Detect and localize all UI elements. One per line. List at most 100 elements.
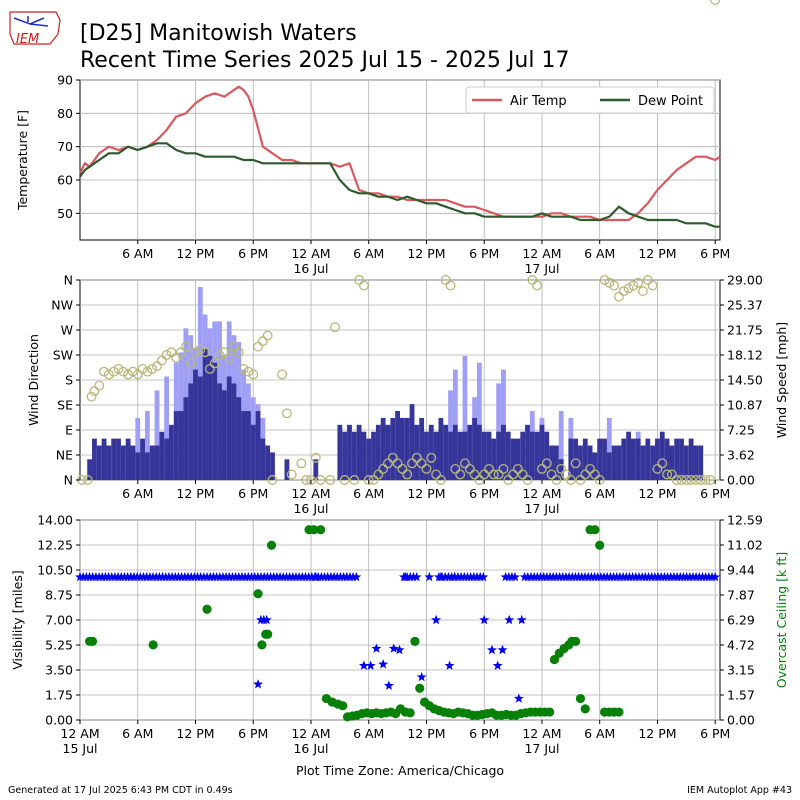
wind-direction-point <box>142 366 153 377</box>
x-tick-label: 6 PM <box>238 726 268 741</box>
wind-speed-bar <box>173 411 179 480</box>
visibility-star <box>513 693 524 703</box>
x-tick-label: 6 AM <box>584 486 615 501</box>
x-date-label: 17 Jul <box>524 261 559 276</box>
wind-speed-bar <box>688 438 694 480</box>
wind-speed-bar <box>616 445 622 480</box>
y-tick-label-right: 7.87 <box>727 588 755 603</box>
temp-plot <box>79 85 721 228</box>
ceiling-point <box>87 636 98 646</box>
y-tick-label: NE <box>56 448 73 463</box>
wind-direction-point <box>561 469 571 480</box>
visibility-star-band <box>478 571 489 582</box>
wind-direction-point <box>204 363 215 374</box>
wind-direction-point <box>589 469 600 480</box>
wind-direction-point <box>262 330 273 341</box>
y-tick-label: 50 <box>57 206 73 221</box>
visibility-star <box>424 571 435 582</box>
wind-direction-point <box>277 369 288 380</box>
wind-direction-point <box>695 475 706 485</box>
wind-direction-point <box>89 386 100 397</box>
y-tick-label-right: 3.15 <box>727 663 755 678</box>
wind-direction-point <box>623 283 634 294</box>
wind-direction-point <box>339 475 350 485</box>
visibility-star <box>394 644 405 655</box>
y-tick-label: 5.25 <box>45 638 73 653</box>
ceiling-point <box>614 707 624 717</box>
visibility-star <box>516 614 527 625</box>
wind-direction-point <box>397 463 408 474</box>
wind-gust-bar <box>496 383 502 480</box>
x-date-label: 15 Jul <box>63 741 98 756</box>
wind-speed-bar <box>111 438 117 480</box>
wind-direction-point <box>700 475 711 485</box>
x-tick-label: 6 PM <box>238 246 268 261</box>
wind-speed-bar <box>650 445 656 480</box>
iem-logo: IEM <box>9 11 61 47</box>
ceiling-point <box>405 708 415 718</box>
visibility-star <box>416 671 427 682</box>
visibility-star <box>431 614 441 625</box>
wind-direction-point <box>604 277 615 288</box>
y-tick-label-right: 21.75 <box>727 323 763 338</box>
y-tick-label-right: 0.00 <box>727 713 755 728</box>
visibility-star-band <box>351 571 362 582</box>
wind-direction-point <box>325 475 336 485</box>
wind-speed-bar <box>553 445 559 480</box>
wind-speed-bar <box>135 452 141 480</box>
wind-direction-point <box>710 0 721 5</box>
wind-speed-bar <box>130 445 136 480</box>
visibility-star <box>384 680 394 690</box>
x-tick-label: 12 AM <box>522 246 561 261</box>
wind-direction-point <box>541 458 552 469</box>
wind-direction-point <box>267 475 278 485</box>
ceiling-point <box>202 604 212 614</box>
wind-direction-point <box>185 358 196 369</box>
wind-speed-bar <box>120 445 126 480</box>
x-date-label: 16 Jul <box>293 741 328 756</box>
dew-point-line <box>79 142 720 228</box>
wind-direction-point <box>690 475 701 485</box>
wind-speed-bar <box>491 438 497 480</box>
y-tick-label: S <box>65 373 73 388</box>
wind-direction-point <box>657 458 668 469</box>
wind-direction-point <box>363 475 374 485</box>
visibility-star <box>365 660 376 670</box>
wind-speed-bar <box>424 431 429 480</box>
wind-plot <box>76 0 721 485</box>
footer-app: IEM Autoplot App #43 <box>687 785 792 796</box>
x-tick-label: 12 PM <box>407 246 445 261</box>
x-tick-label: 12 AM <box>60 726 99 741</box>
wind-direction-point <box>373 469 384 480</box>
wind-speed-bar <box>621 438 627 480</box>
wind-speed-bar <box>385 424 391 480</box>
y-tick-label: N <box>64 273 73 288</box>
y-tick-label-right: 3.62 <box>727 448 755 463</box>
wind-direction-point <box>229 341 239 352</box>
wind-direction-point <box>609 280 620 291</box>
wind-direction-point <box>349 475 360 485</box>
wind-speed-bar <box>380 417 386 480</box>
axes-labels: 50 60 70 80 90 6 AM 12 PM 6 PM 12 AM 6 AM 12 PM 6 P… <box>10 73 789 779</box>
ceiling-point <box>595 540 605 550</box>
wind-direction-point <box>421 463 432 474</box>
x-axis-title: Plot Time Zone: America/Chicago <box>296 763 504 778</box>
wind-speed-bar <box>611 445 617 480</box>
y-tick-label: SE <box>57 398 73 413</box>
wind-direction-point <box>440 275 451 285</box>
wind-speed-bar <box>501 424 506 480</box>
visibility-star <box>371 643 382 653</box>
visibility-star <box>444 660 455 670</box>
wind-speed-bar <box>217 383 222 480</box>
legend-dew-point-label: Dew Point <box>638 94 703 109</box>
wind-direction-point <box>330 322 340 333</box>
ceiling-y-axis-label-right: Overcast Ceiling [k ft] <box>774 552 789 688</box>
ceiling-point <box>316 525 326 535</box>
wind-direction-point <box>190 347 201 358</box>
wind-direction-point <box>594 475 605 485</box>
wind-speed-bar <box>193 369 198 480</box>
wind-speed-bar <box>457 431 463 480</box>
wind-direction-point <box>219 347 230 358</box>
wind-direction-point <box>431 469 442 480</box>
visibility-star <box>359 660 369 670</box>
